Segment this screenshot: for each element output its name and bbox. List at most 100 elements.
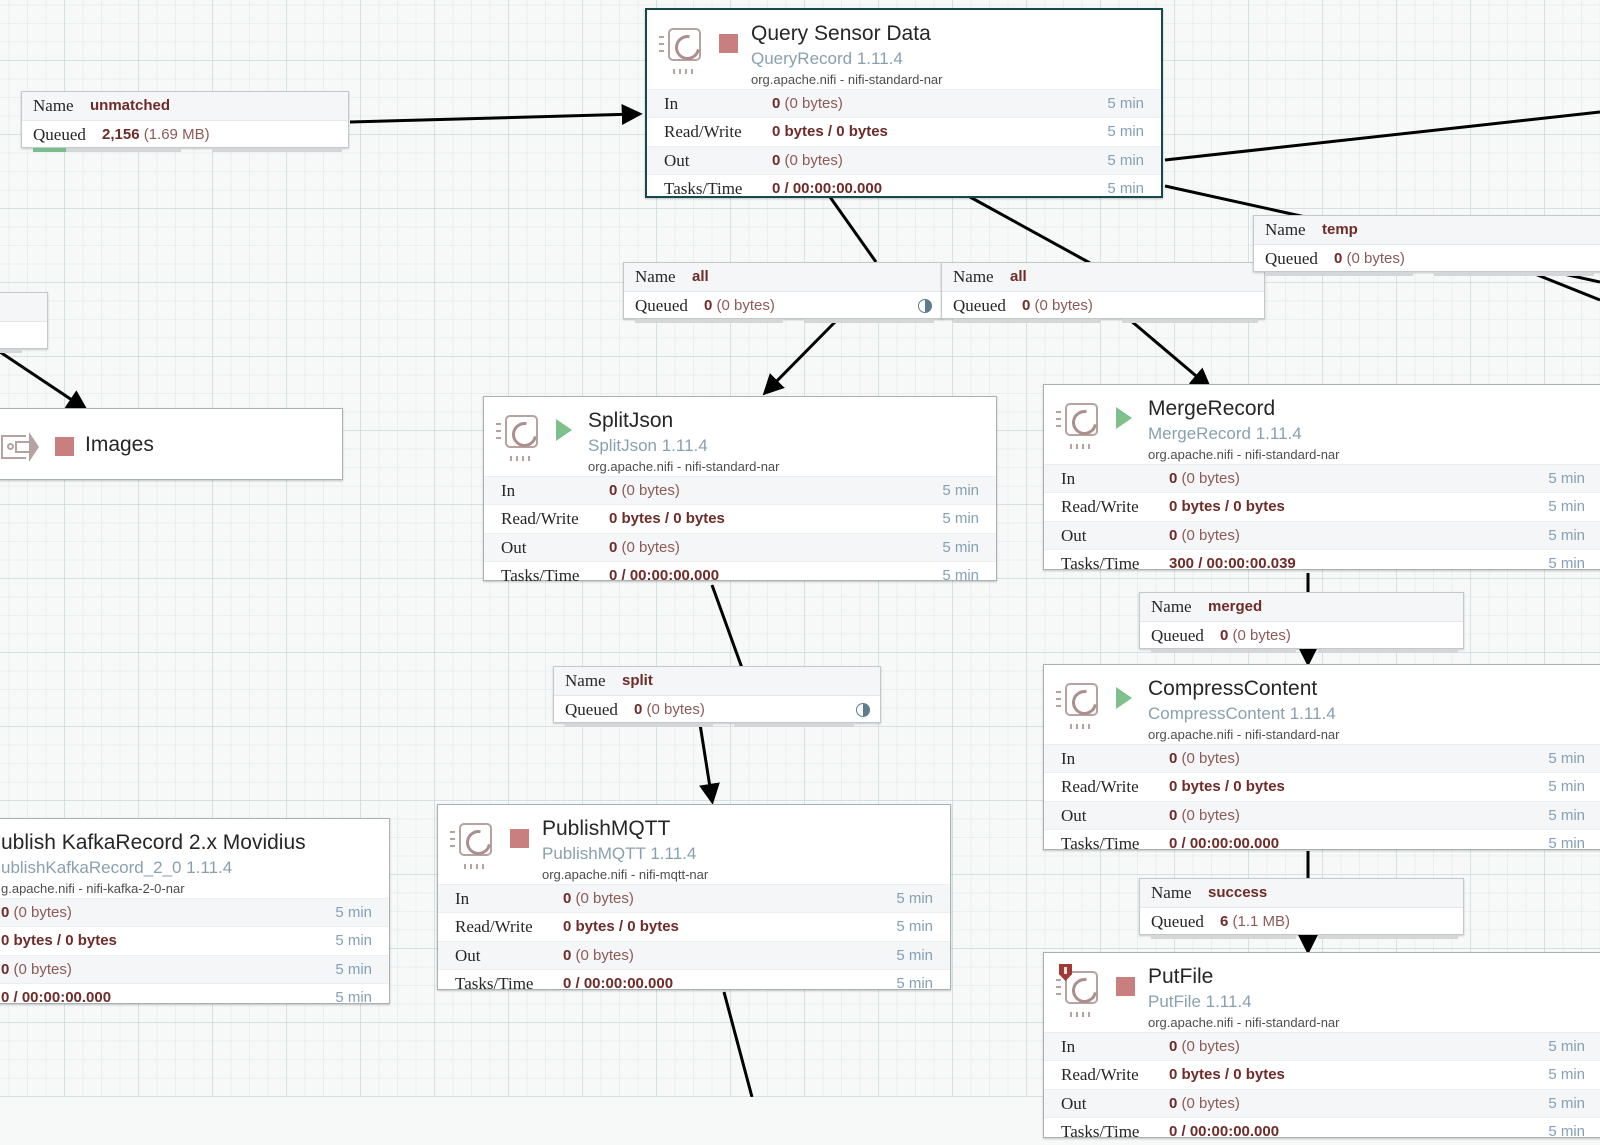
processor-header: PublishMQTT PublishMQTT 1.11.4 org.apach…	[438, 805, 950, 884]
stat-time-tasks-time: 5 min	[942, 566, 979, 584]
link-query-to-temp	[1164, 110, 1600, 162]
processor-name: Query Sensor Data	[751, 22, 931, 45]
stat-time-in: 5 min	[1107, 95, 1144, 112]
link-all-left-to-splitjson	[762, 320, 837, 396]
stat-time-tasks-time: 5 min	[1548, 834, 1585, 852]
connection-success[interactable]: Name success Queued 6 (1.1 MB)	[1139, 878, 1464, 939]
processor-bundle: org.apache.nifi - nifi-standard-nar	[1148, 447, 1340, 462]
stat-label-in: In	[455, 889, 470, 908]
processor-header: CompressContent CompressContent 1.11.4 o…	[1044, 665, 1600, 744]
stat-value-read-write: 0 bytes / 0 bytes	[563, 918, 679, 936]
stat-label-out: Out	[455, 945, 481, 965]
stat-label-out: Out	[1061, 525, 1087, 545]
processor-header: SplitJson SplitJson 1.11.4 org.apache.ni…	[484, 397, 996, 476]
stat-time-out: 5 min	[942, 538, 979, 556]
processor-compresscontent[interactable]: CompressContent CompressContent 1.11.4 o…	[1043, 664, 1600, 853]
stat-row-in: 0 (0 bytes) 5 min	[0, 898, 389, 927]
processor-splitjson[interactable]: SplitJson SplitJson 1.11.4 org.apache.ni…	[483, 396, 997, 585]
status-indicator-stopped[interactable]	[719, 34, 738, 53]
connection-name: all	[1010, 268, 1027, 285]
status-indicator-running[interactable]	[556, 419, 572, 441]
link-query-to-all-left	[828, 196, 878, 263]
stat-time-in: 5 min	[1548, 1038, 1585, 1055]
stat-row-read-write: Read/Write 0 bytes / 0 bytes 5 min	[484, 504, 996, 532]
output-port-images[interactable]: Images	[0, 408, 343, 480]
processor-publishmqtt[interactable]: PublishMQTT PublishMQTT 1.11.4 org.apach…	[437, 804, 951, 993]
connection-queued-row: Queued 2,156 (1.69 MB)	[22, 121, 348, 152]
stat-row-tasks-time: Tasks/Time 0 / 00:00:00.000 5 min	[438, 968, 950, 997]
connection-name: split	[622, 672, 653, 689]
stat-value-out: 0 (0 bytes)	[1169, 1094, 1240, 1112]
stat-time-out: 5 min	[1107, 151, 1144, 169]
processor-icon	[659, 25, 708, 74]
connection-name-row: Name temp	[1254, 216, 1600, 245]
stat-row-tasks-time: Tasks/Time 0 / 00:00:00.000 5 min	[1044, 828, 1600, 857]
connection-name-row: Name unmatched	[22, 92, 348, 121]
connection-merged[interactable]: Name merged Queued 0 (0 bytes)	[1139, 592, 1464, 653]
connection-temp[interactable]: Name temp Queued 0 (0 bytes)	[1253, 215, 1600, 276]
connection-offscreen-left[interactable]	[0, 292, 48, 353]
stat-label-read-write: Read/Write	[1061, 1065, 1139, 1085]
stat-time-out: 5 min	[1548, 526, 1585, 544]
status-indicator-stopped[interactable]	[1116, 977, 1135, 996]
label-queued: Queued	[33, 125, 86, 144]
load-balance-icon[interactable]	[856, 703, 870, 717]
stat-time-tasks-time: 5 min	[1548, 1122, 1585, 1140]
connection-unmatched[interactable]: Name unmatched Queued 2,156 (1.69 MB)	[21, 91, 349, 152]
stat-label-tasks-time: Tasks/Time	[664, 178, 743, 198]
processor-name: PutFile	[1148, 965, 1214, 988]
stat-row-read-write: Read/Write 0 bytes / 0 bytes 5 min	[1044, 1060, 1600, 1088]
status-indicator-stopped[interactable]	[55, 437, 74, 456]
processor-name: CompressContent	[1148, 677, 1318, 700]
stat-label-out: Out	[501, 537, 527, 557]
processor-type: SplitJson 1.11.4	[588, 436, 708, 455]
stat-label-read-write: Read/Write	[664, 122, 742, 142]
status-indicator-running[interactable]	[1116, 687, 1132, 709]
stat-row-read-write: Read/Write 0 bytes / 0 bytes 5 min	[647, 117, 1161, 145]
queue-bars	[1254, 272, 1600, 276]
label-name: Name	[635, 267, 676, 286]
stat-time-out: 5 min	[1548, 806, 1585, 824]
stat-row-out: Out 0 (0 bytes) 5 min	[1044, 800, 1600, 829]
queue-bars	[0, 349, 47, 353]
connection-all-right[interactable]: Name all Queued 0 (0 bytes)	[941, 262, 1265, 323]
processor-publish-kafkarecord[interactable]: ublish KafkaRecord 2.x Movidius ublishKa…	[0, 818, 390, 1006]
processor-mergerecord[interactable]: MergeRecord MergeRecord 1.11.4 org.apach…	[1043, 384, 1600, 573]
stat-value-out: 0 (0 bytes)	[563, 946, 634, 964]
connection-split[interactable]: Name split Queued 0 (0 bytes)	[553, 666, 881, 727]
stat-value-in: 0 (0 bytes)	[609, 482, 680, 499]
stat-row-in: In 0 (0 bytes) 5 min	[1044, 464, 1600, 493]
stat-label-in: In	[1061, 469, 1076, 488]
stat-label-out: Out	[1061, 1093, 1087, 1113]
connection-queued-row: Queued 0 (0 bytes)	[554, 696, 880, 727]
stat-time-out: 5 min	[335, 960, 372, 978]
stat-time-out: 5 min	[896, 946, 933, 964]
stat-row-out: Out 0 (0 bytes) 5 min	[484, 532, 996, 561]
processor-putfile[interactable]: PutFile PutFile 1.11.4 org.apache.nifi -…	[1043, 952, 1600, 1141]
connection-all-left[interactable]: Name all Queued 0 (0 bytes)	[623, 262, 943, 323]
status-indicator-running[interactable]	[1116, 407, 1132, 429]
processor-query-sensor-data[interactable]: Query Sensor Data QueryRecord 1.11.4 org…	[645, 8, 1163, 198]
stat-label-tasks-time: Tasks/Time	[1061, 553, 1140, 573]
stat-label-read-write: Read/Write	[455, 917, 533, 937]
stat-value-tasks-time: 0 / 00:00:00.000	[1, 988, 112, 1006]
processor-bundle: org.apache.nifi - nifi-mqtt-nar	[542, 867, 709, 882]
processor-bundle: g.apache.nifi - nifi-kafka-2-0-nar	[1, 881, 185, 896]
stat-value-tasks-time: 0 / 00:00:00.000	[1169, 1122, 1280, 1140]
connection-name-row: Name merged	[1140, 593, 1463, 622]
output-port-icon	[1, 431, 45, 465]
processor-header: PutFile PutFile 1.11.4 org.apache.nifi -…	[1044, 953, 1600, 1032]
stat-row-out: Out 0 (0 bytes) 5 min	[1044, 1088, 1600, 1117]
stat-value-out: 0 (0 bytes)	[1169, 526, 1240, 544]
load-balance-icon[interactable]	[918, 299, 932, 313]
queue-bars	[22, 148, 348, 152]
stat-row-in: In 0 (0 bytes) 5 min	[1044, 1032, 1600, 1061]
status-indicator-stopped[interactable]	[510, 829, 529, 848]
stat-time-in: 5 min	[942, 482, 979, 499]
stat-value-out: 0 (0 bytes)	[609, 538, 680, 556]
stat-value-read-write: 0 bytes / 0 bytes	[1169, 498, 1285, 516]
processor-icon	[450, 820, 499, 869]
link-all-right-to-mergerecord	[1129, 318, 1212, 390]
bulletin-icon[interactable]	[1059, 964, 1072, 981]
